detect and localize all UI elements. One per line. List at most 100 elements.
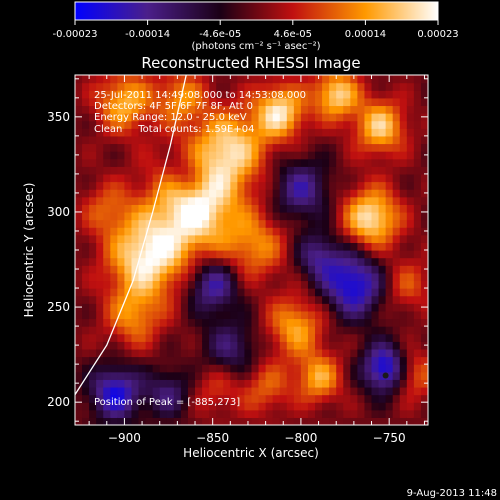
heatmap-cell <box>251 341 260 350</box>
heatmap-cell <box>300 348 309 358</box>
heatmap-cell <box>202 181 210 190</box>
heatmap-cell <box>124 234 133 243</box>
heatmap-cell <box>279 318 288 327</box>
heatmap-cell <box>173 143 182 152</box>
heatmap-cell <box>307 364 316 373</box>
heatmap-cell <box>103 288 111 297</box>
heatmap-cell <box>378 211 387 221</box>
heatmap-cell <box>195 326 203 335</box>
heatmap-cell <box>279 128 288 137</box>
heatmap-cell <box>237 303 246 312</box>
heatmap-cell <box>117 257 126 266</box>
heatmap-cell <box>173 75 182 84</box>
heatmap-cell <box>244 120 253 129</box>
heatmap-cell <box>138 204 147 213</box>
heatmap-cell <box>378 143 387 152</box>
heatmap-cell <box>223 272 231 282</box>
heatmap-cell <box>300 128 309 137</box>
heatmap-cell <box>343 75 351 84</box>
heatmap-cell <box>103 75 111 84</box>
heatmap-cell <box>329 250 337 259</box>
heatmap-cell <box>364 211 373 221</box>
heatmap-cell <box>187 105 196 114</box>
heatmap-cell <box>209 128 217 137</box>
heatmap-cell <box>272 295 281 304</box>
heatmap-cell <box>265 128 274 137</box>
heatmap-cell <box>202 120 210 129</box>
heatmap-cell <box>251 402 260 411</box>
heatmap-cell <box>300 120 309 129</box>
heatmap-cell <box>131 166 140 175</box>
heatmap-cell <box>265 189 274 198</box>
heatmap-cell <box>209 204 217 213</box>
heatmap-cell <box>117 379 126 388</box>
heatmap-cell <box>138 295 147 304</box>
heatmap-cell <box>265 364 274 373</box>
heatmap-cell <box>223 356 231 365</box>
heatmap-cell <box>265 379 274 388</box>
heatmap-cell <box>371 166 380 175</box>
heatmap-cell <box>286 409 295 418</box>
heatmap-cell <box>223 105 231 114</box>
heatmap-cell <box>96 151 104 160</box>
heatmap-cell <box>237 402 246 411</box>
heatmap-cell <box>378 82 387 91</box>
heatmap-cell <box>166 402 175 411</box>
heatmap-cell <box>173 120 182 129</box>
heatmap-cell <box>195 242 203 251</box>
heatmap-cell <box>336 204 344 213</box>
heatmap-cell <box>371 143 380 152</box>
heatmap-cell <box>173 280 182 289</box>
heatmap-cell <box>173 364 182 373</box>
heatmap-cell <box>230 75 238 84</box>
heatmap-cell <box>103 97 111 107</box>
heatmap-cell <box>371 242 380 251</box>
heatmap-cell <box>131 295 140 304</box>
heatmap-cell <box>413 196 422 205</box>
heatmap-cell <box>399 371 408 380</box>
heatmap-cell <box>110 333 118 342</box>
heatmap-cell <box>202 90 210 99</box>
heatmap-cell <box>82 211 90 221</box>
heatmap-cell <box>279 310 288 320</box>
heatmap-cell <box>195 371 203 380</box>
heatmap-cell <box>322 97 330 107</box>
heatmap-cell <box>89 417 97 425</box>
heatmap-cell <box>371 295 380 304</box>
heatmap-cell <box>293 288 302 297</box>
heatmap-cell <box>180 227 189 236</box>
heatmap-cell <box>357 356 366 365</box>
heatmap-cell <box>385 158 394 167</box>
heatmap-cell <box>187 265 196 274</box>
heatmap-cell <box>124 326 133 335</box>
heatmap-cell <box>180 90 189 99</box>
heatmap-cell <box>216 371 224 380</box>
heatmap-cell <box>399 204 408 213</box>
heatmap-cell <box>159 189 168 198</box>
heatmap-cell <box>293 386 302 396</box>
heatmap-cell <box>392 105 401 114</box>
heatmap-cell <box>258 318 267 327</box>
heatmap-cell <box>315 386 323 396</box>
heatmap-cell <box>230 394 238 403</box>
heatmap-cell <box>329 348 337 358</box>
heatmap-cell <box>237 105 246 114</box>
heatmap-cell <box>265 242 274 251</box>
heatmap-cell <box>138 75 147 84</box>
heatmap-cell <box>173 272 182 282</box>
heatmap-cell <box>159 204 168 213</box>
heatmap-cell <box>166 173 175 183</box>
heatmap-cell <box>152 204 161 213</box>
heatmap-cell <box>237 90 246 99</box>
heatmap-cell <box>307 310 316 320</box>
heatmap-cell <box>131 333 140 342</box>
heatmap-cell <box>336 326 344 335</box>
heatmap-cell <box>230 386 238 396</box>
heatmap-cell <box>406 97 415 107</box>
heatmap-cell <box>265 82 274 91</box>
heatmap-cell <box>286 158 295 167</box>
heatmap-cell <box>371 158 380 167</box>
heatmap-cell <box>244 280 253 289</box>
heatmap-cell <box>350 356 358 365</box>
heatmap-cell <box>385 348 394 358</box>
